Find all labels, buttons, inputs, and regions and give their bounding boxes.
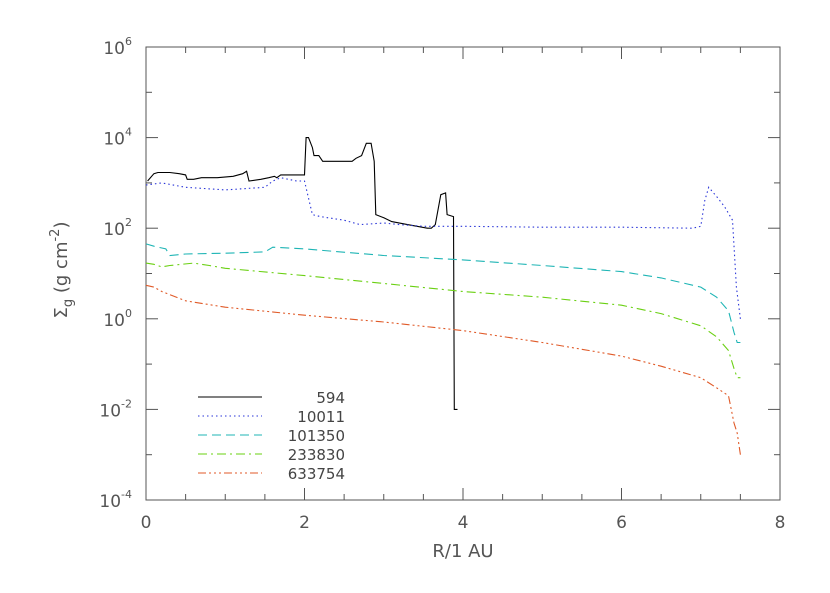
x-tick-label: 0	[141, 513, 152, 533]
y-tick-label: 102	[103, 216, 132, 240]
series-line-101350	[145, 243, 741, 344]
legend-label-233830: 233830	[288, 446, 345, 464]
y-tick-label: 104	[103, 126, 132, 150]
x-tick-label: 8	[775, 513, 786, 533]
y-tick-label: 10-2	[99, 397, 132, 421]
plot-border	[145, 46, 781, 501]
x-tick-label: 2	[299, 513, 310, 533]
y-tick-label: 100	[103, 307, 132, 331]
x-tick-label: 6	[616, 513, 627, 533]
legend-label-101350: 101350	[288, 427, 345, 445]
series-line-633754	[145, 284, 741, 455]
y-tick-label: 106	[103, 35, 132, 59]
axis-ticks	[145, 46, 781, 501]
series-line-594	[147, 137, 458, 410]
legend-label-594: 594	[316, 389, 345, 407]
x-axis-label: R/1 AU	[432, 541, 493, 562]
series-lines	[145, 137, 741, 455]
series-line-10011	[145, 177, 741, 319]
x-tick-labels: 0 2 4 6 8	[141, 513, 786, 533]
legend-label-633754: 633754	[288, 465, 345, 483]
y-axis-label: Σg (g cm-2)	[48, 222, 76, 319]
x-tick-label: 4	[458, 513, 469, 533]
y-axis-label-text: Σg (g cm-2)	[48, 222, 76, 319]
y-tick-label: 10-4	[99, 488, 132, 512]
legend-label-10011: 10011	[297, 408, 345, 426]
plot-frame	[145, 46, 781, 501]
y-tick-labels: 10-4 10-2 100 102 104 106	[99, 35, 132, 512]
series-line-233830	[145, 262, 741, 379]
